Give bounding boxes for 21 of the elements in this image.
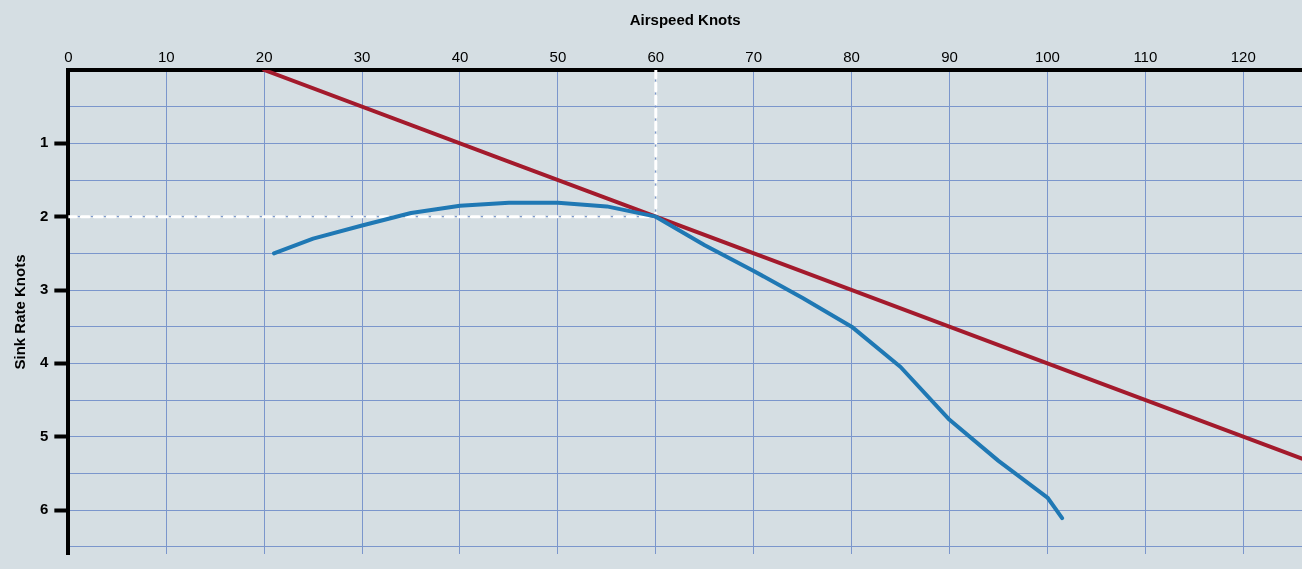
- x-tick-label: 80: [843, 48, 860, 66]
- x-tick-label: 50: [549, 48, 567, 66]
- y-tick-label: 4: [40, 353, 49, 371]
- y-tick-label: 6: [40, 500, 49, 518]
- x-tick-label: 90: [941, 48, 958, 66]
- x-tick-label: 10: [157, 48, 175, 66]
- x-tick-label: 60: [647, 48, 665, 66]
- x-axis-title: Airspeed Knots: [629, 11, 741, 29]
- x-tick-label: 100: [1034, 48, 1060, 66]
- y-tick-label: 2: [40, 206, 49, 224]
- x-tick-label: 0: [64, 48, 73, 66]
- x-tick-label: 110: [1133, 48, 1158, 66]
- y-axis-title: Sink Rate Knots: [11, 254, 29, 370]
- x-tick-label: 30: [353, 48, 371, 66]
- y-tick-label: 3: [40, 280, 49, 298]
- x-tick-label: 120: [1230, 48, 1256, 66]
- x-tick-label: 70: [745, 48, 763, 66]
- x-tick-label: 40: [451, 48, 469, 66]
- y-tick-label: 1: [40, 133, 49, 151]
- y-tick-label: 5: [40, 426, 49, 444]
- x-tick-label: 20: [255, 48, 273, 66]
